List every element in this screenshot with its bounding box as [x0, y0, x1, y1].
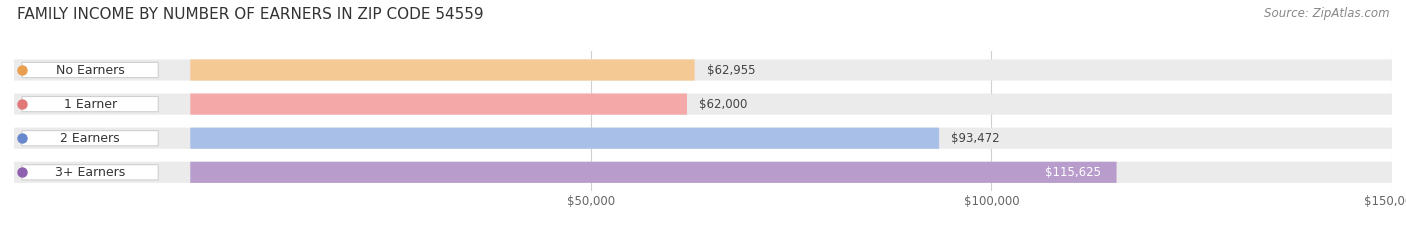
Text: 2 Earners: 2 Earners: [60, 132, 120, 145]
FancyBboxPatch shape: [14, 128, 1392, 149]
Text: Source: ZipAtlas.com: Source: ZipAtlas.com: [1264, 7, 1389, 20]
Text: 3+ Earners: 3+ Earners: [55, 166, 125, 179]
FancyBboxPatch shape: [190, 128, 939, 149]
FancyBboxPatch shape: [190, 162, 1116, 183]
Text: $93,472: $93,472: [950, 132, 1000, 145]
FancyBboxPatch shape: [22, 165, 159, 180]
FancyBboxPatch shape: [14, 59, 1392, 81]
FancyBboxPatch shape: [22, 96, 159, 112]
Text: 1 Earner: 1 Earner: [63, 98, 117, 111]
FancyBboxPatch shape: [22, 62, 159, 78]
Text: FAMILY INCOME BY NUMBER OF EARNERS IN ZIP CODE 54559: FAMILY INCOME BY NUMBER OF EARNERS IN ZI…: [17, 7, 484, 22]
Text: $115,625: $115,625: [1045, 166, 1101, 179]
FancyBboxPatch shape: [14, 162, 1392, 183]
Text: No Earners: No Earners: [56, 64, 125, 76]
FancyBboxPatch shape: [190, 93, 688, 115]
Text: $62,955: $62,955: [707, 64, 755, 76]
FancyBboxPatch shape: [14, 93, 1392, 115]
Text: $62,000: $62,000: [699, 98, 748, 111]
FancyBboxPatch shape: [190, 59, 695, 81]
FancyBboxPatch shape: [22, 131, 159, 146]
